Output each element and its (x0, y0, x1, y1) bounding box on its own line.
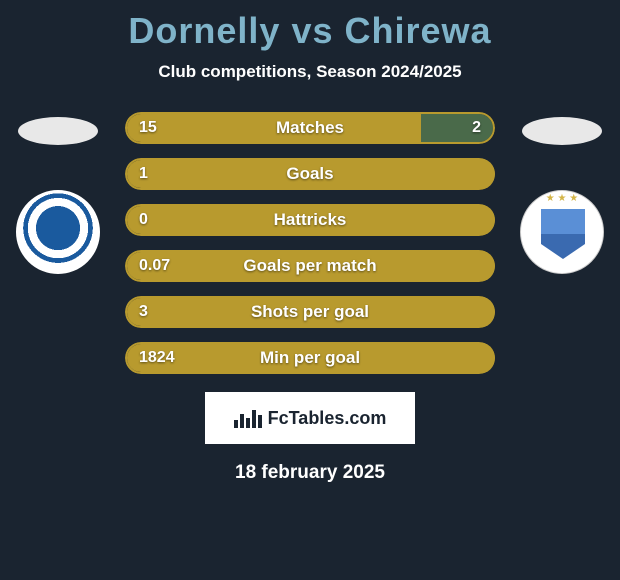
left-player-col (3, 112, 113, 274)
stat-label: Hattricks (125, 204, 495, 236)
stat-row: 3Shots per goal (125, 296, 495, 328)
stat-row: 152Matches (125, 112, 495, 144)
peterborough-united-crest-icon (16, 190, 100, 274)
stat-row: 1Goals (125, 158, 495, 190)
barchart-icon (234, 408, 262, 428)
subtitle: Club competitions, Season 2024/2025 (0, 62, 620, 82)
left-player-avatar (18, 117, 98, 145)
comparison-area: 152Matches 1Goals 0Hattricks 0.07Goals per … (0, 112, 620, 374)
stat-label: Goals (125, 158, 495, 190)
stat-label: Goals per match (125, 250, 495, 282)
stat-label: Min per goal (125, 342, 495, 374)
huddersfield-crest-icon (520, 190, 604, 274)
stat-label: Shots per goal (125, 296, 495, 328)
date-line: 18 february 2025 (0, 462, 620, 484)
stat-row: 0Hattricks (125, 204, 495, 236)
page-title: Dornelly vs Chirewa (0, 0, 620, 52)
stat-bars: 152Matches 1Goals 0Hattricks 0.07Goals per … (125, 112, 495, 374)
right-player-avatar (522, 117, 602, 145)
brand-badge[interactable]: FcTables.com (205, 392, 415, 444)
stat-row: 0.07Goals per match (125, 250, 495, 282)
brand-text: FcTables.com (268, 408, 387, 429)
stat-row: 1824Min per goal (125, 342, 495, 374)
stat-label: Matches (125, 112, 495, 144)
right-player-col (507, 112, 617, 274)
